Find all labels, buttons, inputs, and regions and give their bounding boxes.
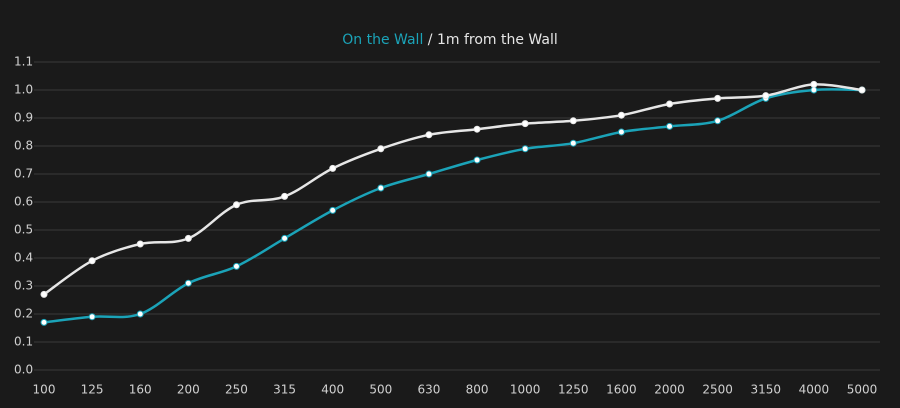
data-point: [473, 125, 481, 133]
data-point: [810, 80, 818, 88]
x-tick-label: 200: [177, 383, 200, 397]
y-tick-label: 1.1: [14, 55, 33, 69]
x-tick-label: 500: [369, 383, 392, 397]
x-tick-label: 250: [225, 383, 248, 397]
x-tick-label: 1250: [558, 383, 589, 397]
data-point: [617, 128, 625, 136]
y-tick-label: 0.2: [14, 307, 33, 321]
legend-entry[interactable]: On the Wall: [342, 32, 423, 48]
data-point: [762, 92, 770, 100]
data-point: [40, 318, 48, 326]
data-point: [714, 117, 722, 125]
data-point: [184, 279, 192, 287]
y-tick-label: 0.8: [14, 139, 33, 153]
data-point: [281, 192, 289, 200]
y-tick-label: 0.9: [14, 111, 33, 125]
x-tick-label: 160: [129, 383, 152, 397]
x-tick-label: 3150: [750, 383, 781, 397]
series-line: [43, 88, 863, 324]
data-point: [88, 313, 96, 321]
x-tick-label: 2500: [702, 383, 733, 397]
x-tick-label: 1000: [510, 383, 541, 397]
y-tick-label: 0.1: [14, 335, 33, 349]
data-point: [425, 131, 433, 139]
data-point: [281, 234, 289, 242]
series-line: [43, 83, 863, 296]
y-tick-label: 0.6: [14, 195, 33, 209]
x-tick-label: 5000: [847, 383, 878, 397]
data-point: [88, 257, 96, 265]
data-point: [232, 201, 240, 209]
x-tick-label: 1600: [606, 383, 637, 397]
data-point: [136, 310, 144, 318]
legend-separator: /: [428, 32, 433, 48]
x-tick-label: 2000: [654, 383, 685, 397]
data-point: [425, 170, 433, 178]
data-point: [184, 234, 192, 242]
y-tick-label: 0.3: [14, 279, 33, 293]
data-point: [232, 262, 240, 270]
data-point: [40, 290, 48, 298]
data-point: [569, 139, 577, 147]
data-point: [377, 145, 385, 153]
x-tick-label: 315: [273, 383, 296, 397]
data-point: [666, 122, 674, 130]
y-tick-label: 1.0: [14, 83, 33, 97]
data-point: [617, 111, 625, 119]
data-point: [329, 164, 337, 172]
data-point: [521, 120, 529, 128]
x-tick-label: 100: [33, 383, 56, 397]
data-point: [569, 117, 577, 125]
data-point: [521, 145, 529, 153]
x-tick-label: 125: [81, 383, 104, 397]
y-tick-label: 0.7: [14, 167, 33, 181]
data-point: [714, 94, 722, 102]
legend-entry[interactable]: 1m from the Wall: [437, 32, 558, 48]
y-tick-label: 0.4: [14, 251, 33, 265]
x-tick-label: 630: [417, 383, 440, 397]
y-tick-label: 0.0: [14, 363, 33, 377]
y-tick-label: 0.5: [14, 223, 33, 237]
data-point: [136, 240, 144, 248]
data-point: [377, 184, 385, 192]
data-point: [666, 100, 674, 108]
x-tick-label: 800: [466, 383, 489, 397]
x-tick-label: 4000: [799, 383, 830, 397]
data-point: [858, 86, 866, 94]
data-point: [473, 156, 481, 164]
data-point: [329, 206, 337, 214]
x-tick-label: 400: [321, 383, 344, 397]
chart-title: On the Wall / 1m from the Wall: [342, 32, 557, 48]
